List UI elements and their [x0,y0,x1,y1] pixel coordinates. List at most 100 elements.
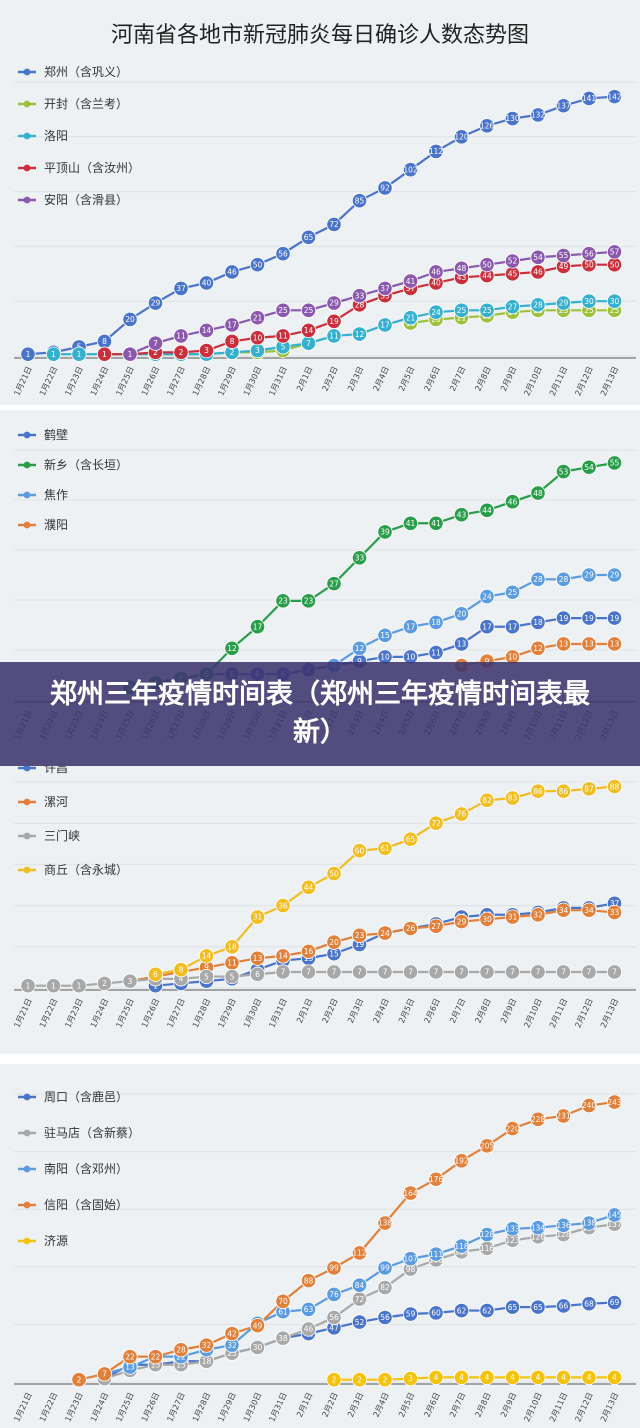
data-point: 45 [504,266,521,282]
data-point: 107 [402,1251,419,1267]
data-label: 85 [355,196,365,205]
x-tick-label: 2月12日 [573,1391,594,1423]
data-point: 24 [479,588,495,605]
data-point: 25 [504,584,521,600]
data-point: 53 [555,463,572,480]
data-label: 32 [202,1341,212,1350]
data-label: 231 [556,1112,571,1121]
data-label: 60 [431,1309,441,1318]
data-point: 23 [275,593,291,609]
title-banner: 郑州三年疫情时间表（郑州三年疫情时间表最新） [0,662,640,766]
data-label: 38 [278,1334,288,1343]
data-point: 41 [402,273,419,289]
data-label: 55 [610,459,620,468]
data-label: 17 [508,622,518,631]
data-label: 2 [357,1375,362,1384]
data-label: 12 [355,644,365,653]
x-tick-label: 2月13日 [599,365,620,397]
legend-item: 许昌 [18,766,68,775]
series-line [155,785,615,976]
series-line [333,573,615,667]
data-point: 46 [300,1321,317,1337]
data-label: 2 [230,348,235,357]
data-point: 17 [377,317,393,333]
data-label: 7 [485,968,490,977]
x-tick-label: 1月26日 [140,365,161,397]
data-label: 19 [355,940,365,949]
data-label: 4 [612,1373,617,1382]
data-label: 4 [485,1373,490,1382]
data-point: 83 [504,790,521,806]
data-point: 7 [275,964,291,980]
data-point: 1 [45,346,62,362]
data-label: 2 [179,348,184,357]
x-tick-label: 1月31日 [267,997,288,1029]
data-point: 20 [122,311,138,328]
x-tick-label: 1月24日 [89,365,110,397]
chart-panel-4: 1月21日 1月22日 1月23日 1月24日 1月25日 1月26日 1月27日 1月28日… [0,1064,640,1428]
data-label: 240 [582,1101,597,1110]
data-label: 33 [355,291,365,300]
data-point: 28 [555,571,572,587]
data-label: 141 [582,94,597,103]
data-point: 205 [479,1138,495,1154]
data-label: 44 [482,506,492,515]
legend-label: 鹤壁 [44,427,68,442]
data-label: 4 [587,1373,592,1382]
data-point: 50 [249,257,266,273]
data-point: 3 [122,973,138,989]
data-label: 10 [253,333,263,342]
data-point: 243 [606,1094,623,1110]
data-point: 2 [71,1372,87,1388]
data-point: 28 [173,1342,189,1358]
data-point: 85 [351,193,368,209]
data-point: 33 [351,288,368,304]
x-tick-label: 1月27日 [165,1391,186,1423]
data-label: 57 [610,248,620,257]
x-tick-label: 2月10日 [522,997,543,1029]
data-point: 56 [581,246,597,262]
data-label: 7 [357,968,362,977]
x-tick-label: 2月3日 [346,365,365,393]
data-label: 50 [253,260,263,269]
data-point: 4 [555,1369,572,1385]
data-point: 7 [555,964,572,980]
data-label: 25 [227,1349,237,1358]
legend-label: 濮阳 [44,517,68,532]
data-label: 29 [584,571,594,580]
data-point: 10 [249,330,266,346]
data-label: 13 [457,640,467,649]
data-point: 37 [377,280,393,297]
data-label: 17 [253,622,263,631]
data-point: 46 [530,264,546,280]
data-point: 72 [351,1291,368,1307]
data-point: 13 [581,636,597,652]
data-label: 16 [304,947,314,956]
data-point: 70 [275,1293,291,1309]
data-label: 82 [380,1283,390,1292]
data-point: 228 [530,1111,546,1127]
data-point: 133 [504,1221,521,1237]
x-tick-label: 2月12日 [573,997,594,1029]
data-label: 44 [304,883,314,892]
data-label: 30 [482,915,492,924]
data-label: 243 [607,1098,622,1107]
data-label: 87 [584,785,594,794]
data-point: 29 [581,567,597,583]
data-point: 112 [351,1245,368,1261]
data-label: 7 [561,968,566,977]
data-point: 36 [275,898,291,914]
data-point: 11 [428,644,444,661]
data-label: 70 [278,1297,288,1306]
legend-label: 济源 [44,1233,68,1248]
legend-item: 濮阳 [18,517,68,532]
data-label: 107 [403,1254,418,1263]
data-label: 2 [102,979,107,988]
x-tick-label: 1月29日 [216,365,237,397]
data-label: 8 [179,965,184,974]
data-label: 1 [51,350,56,359]
data-label: 11 [431,648,441,657]
x-tick-label: 2月3日 [346,997,365,1025]
data-point: 1 [20,346,36,362]
data-label: 24 [482,592,492,601]
